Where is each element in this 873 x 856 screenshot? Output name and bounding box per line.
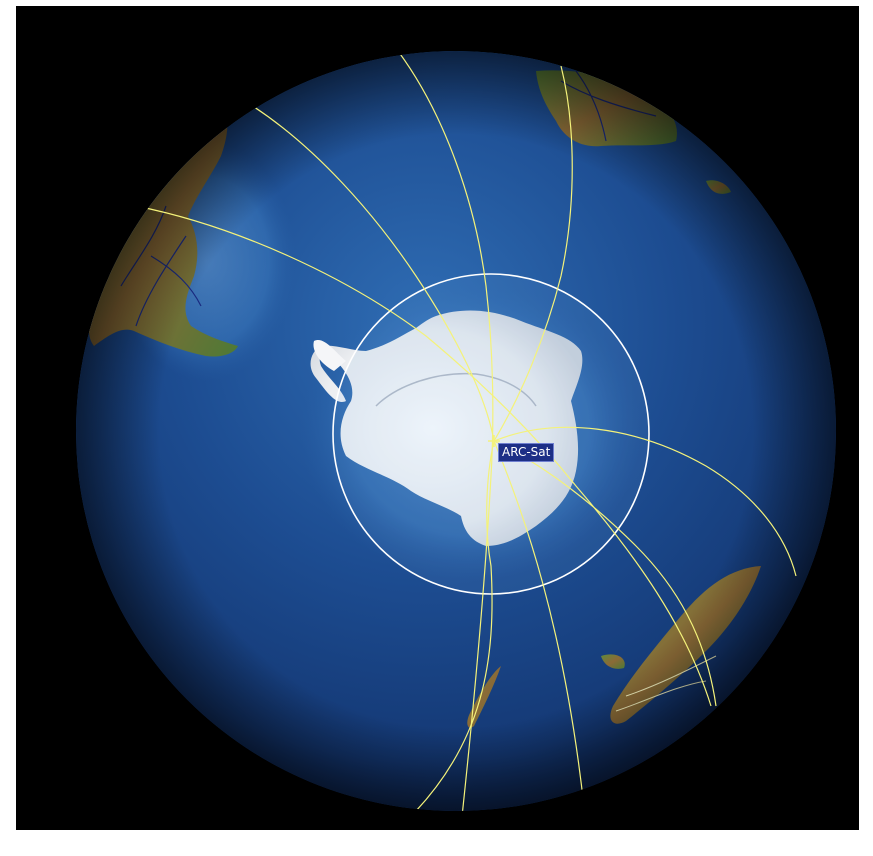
coverage-footprint (332, 273, 650, 595)
globe-viewport[interactable]: ARC-Sat (16, 6, 859, 830)
orbit-track-6 (493, 440, 717, 707)
orbit-track-5 (493, 426, 797, 577)
satellite-label[interactable]: ARC-Sat (498, 443, 555, 462)
orbit-track-1 (397, 51, 494, 811)
globe-rim-shade (76, 51, 836, 811)
satellite-position-icon[interactable] (488, 435, 500, 447)
orbit-track-3 (135, 205, 712, 707)
globe-scene (76, 51, 836, 811)
orbit-ground-tracks (135, 51, 797, 811)
orbit-track-2 (247, 102, 587, 811)
